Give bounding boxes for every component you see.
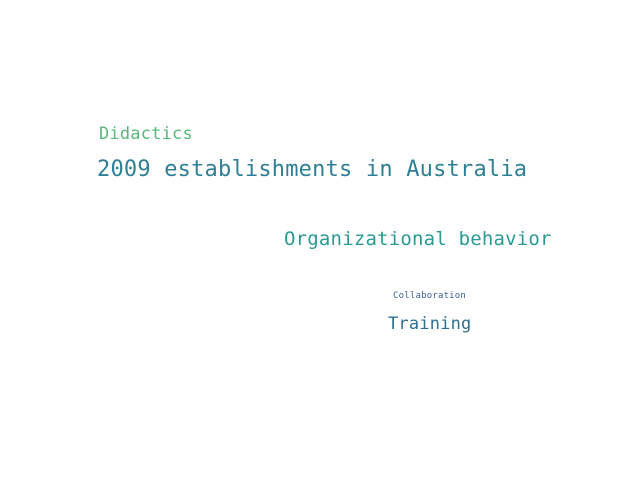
word-2009-establishments-in-australia: 2009 establishments in Australia bbox=[97, 157, 528, 182]
word-training: Training bbox=[388, 314, 472, 334]
word-organizational-behavior: Organizational behavior bbox=[284, 228, 552, 250]
word-didactics: Didactics bbox=[99, 124, 193, 144]
word-collaboration: Collaboration bbox=[393, 291, 467, 301]
